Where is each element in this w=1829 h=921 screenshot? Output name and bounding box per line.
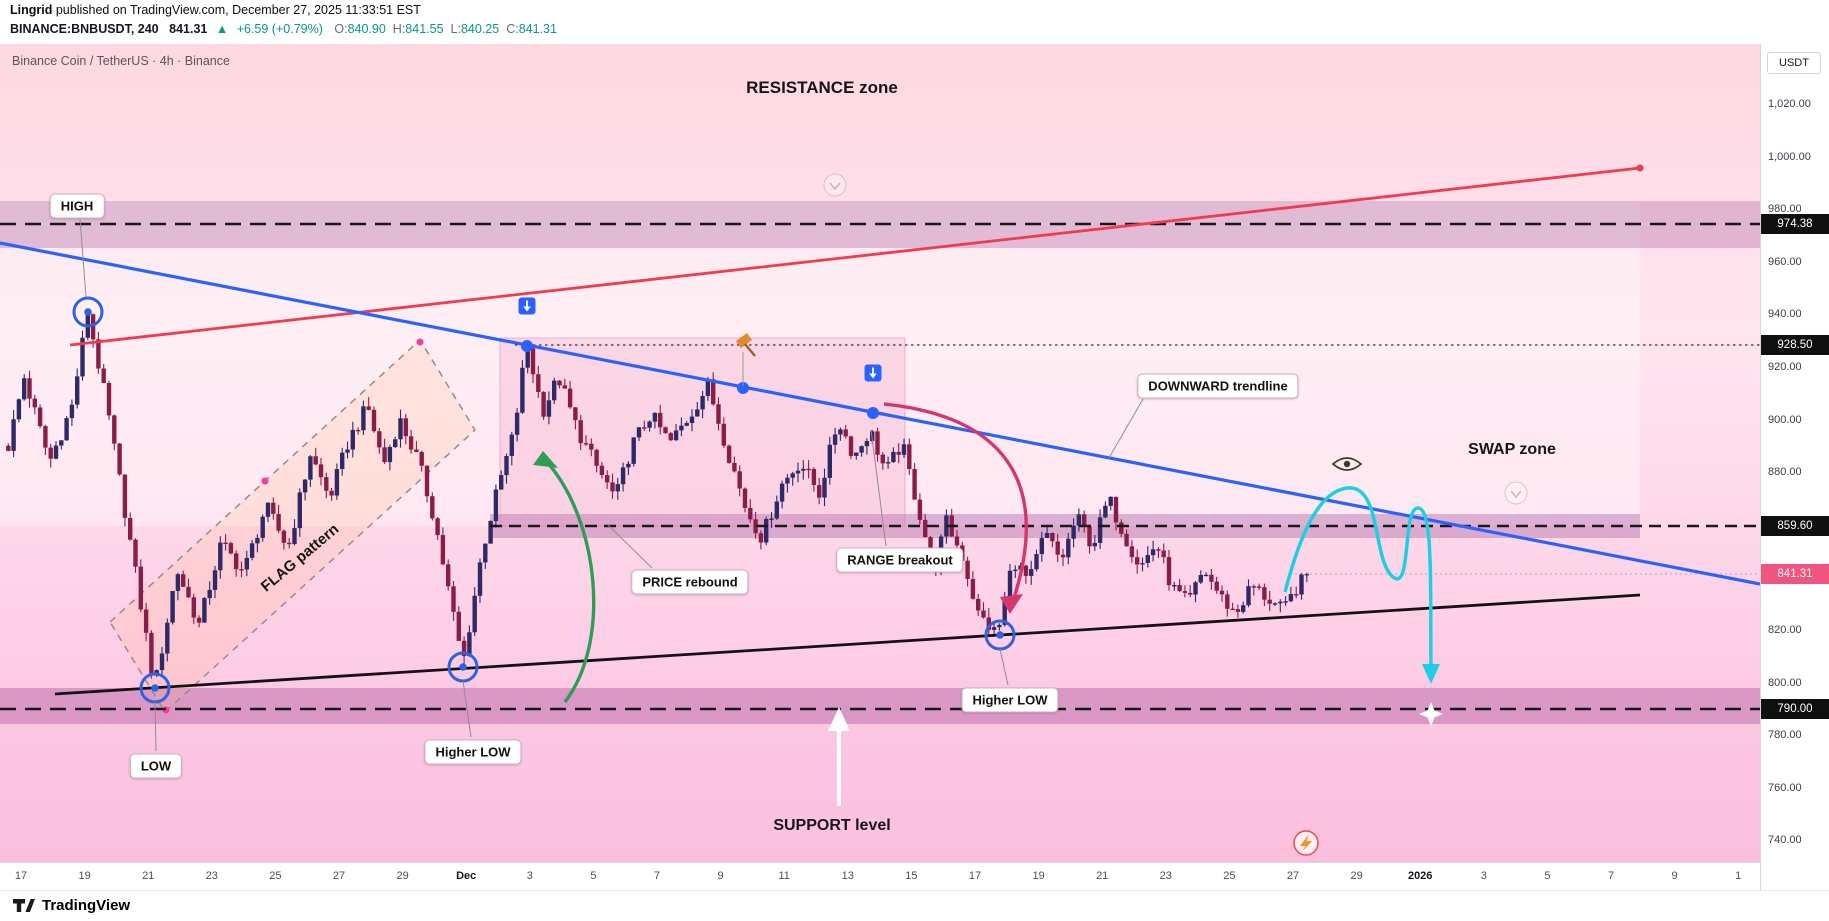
- publish-line: Lingrid published on TradingView.com, De…: [10, 3, 421, 17]
- level-price-label: 790.00: [1761, 698, 1829, 719]
- time-tick-label: 25: [1223, 870, 1236, 882]
- time-axis[interactable]: 17 19 21 23 25 27 29 Dec 3 5 7 9 11 13 15 17 19 21 23 25 27 2…: [0, 862, 1760, 891]
- chart-watermark: Binance Coin / TetherUS · 4h · Binance: [12, 54, 230, 68]
- higher-low-label-1[interactable]: Higher LOW: [424, 739, 522, 765]
- symbol-name: BINANCE:BNBUSDT, 240: [10, 22, 159, 36]
- tradingview-logo-icon: [13, 899, 35, 912]
- time-tick-label: 3: [526, 870, 533, 882]
- price-tick-label: 980.00: [1768, 203, 1802, 216]
- higher-low-label-2[interactable]: Higher LOW: [961, 687, 1059, 713]
- time-tick-label: Dec: [456, 870, 477, 882]
- resistance-zone-text[interactable]: RESISTANCE zone: [746, 78, 898, 97]
- time-tick-label: 27: [332, 870, 346, 882]
- time-tick-label: 9: [717, 870, 724, 882]
- ohlc-value: 841.55: [405, 22, 444, 36]
- price-tick-label: 1,000.00: [1768, 150, 1811, 163]
- price-tick-label: 820.00: [1768, 624, 1802, 636]
- ohlc-key: L:: [450, 22, 461, 36]
- ohlc-value: 840.25: [460, 22, 500, 36]
- time-tick-label: 7: [653, 870, 661, 882]
- time-tick-label: 3: [1480, 870, 1487, 882]
- last-price: 841.31: [169, 22, 208, 36]
- price-tick-label: 1,020.00: [1768, 98, 1811, 110]
- swap-zone-text[interactable]: SWAP zone: [1468, 441, 1556, 458]
- time-tick-label: 29: [396, 870, 409, 882]
- price-tick-label: 940.00: [1768, 308, 1802, 321]
- price-tick-label: 920.00: [1768, 361, 1802, 373]
- price-unit-badge: USDT: [1767, 52, 1821, 74]
- time-tick-label: 19: [78, 870, 91, 882]
- time-tick-label: 15: [905, 870, 918, 882]
- publish-info: published on TradingView.com, December 2…: [55, 3, 421, 17]
- ohlc-value: 841.31: [518, 22, 557, 36]
- time-tick-label: 23: [1159, 870, 1172, 882]
- level-price-label: 859.60: [1761, 515, 1829, 536]
- current-price-label: 841.31: [1761, 563, 1829, 584]
- tradingview-logo[interactable]: TradingView: [12, 897, 130, 914]
- support-level-text[interactable]: SUPPORT level: [773, 817, 891, 834]
- time-tick-label: 1: [1735, 870, 1742, 882]
- price-tick-label: 760.00: [1768, 781, 1802, 794]
- price-tick-label: 780.00: [1768, 729, 1802, 742]
- time-tick-label: 2026: [1407, 870, 1433, 882]
- high-label[interactable]: HIGH: [49, 193, 105, 219]
- ohlc-key: O:: [334, 22, 348, 36]
- range-breakout-label[interactable]: RANGE breakout: [836, 547, 964, 573]
- time-tick-label: 27: [1286, 870, 1300, 882]
- price-tick-label: 740.00: [1768, 834, 1802, 847]
- symbol-line: BINANCE:BNBUSDT, 240 841.31 ▲ +6.59 (+0.…: [10, 22, 564, 36]
- ohlc-values: O:840.90 H:841.55 L:840.25 C:841.31: [334, 22, 564, 36]
- time-tick-label: 7: [1607, 870, 1615, 882]
- level-price-label: 928.50: [1761, 334, 1829, 355]
- footer-bar: TradingView: [0, 890, 1829, 921]
- time-tick-label: 17: [968, 870, 982, 882]
- time-tick-label: 5: [590, 870, 597, 882]
- time-tick-label: 17: [14, 870, 28, 882]
- time-tick-label: 23: [205, 870, 218, 882]
- chart-header: Lingrid published on TradingView.com, De…: [0, 0, 1829, 44]
- price-scale[interactable]: USDT 1,020.00 1,000.00 980.00 960.00 940.00 9…: [1760, 44, 1829, 890]
- price-tick-label: 800.00: [1768, 676, 1802, 689]
- ohlc-key: H:: [392, 22, 406, 36]
- ohlc-key: C:: [506, 22, 519, 36]
- time-tick-label: 19: [1032, 870, 1045, 882]
- price-tick-label: 900.00: [1768, 413, 1802, 426]
- low-label[interactable]: LOW: [129, 753, 183, 779]
- author-name: Lingrid: [10, 3, 53, 17]
- time-tick-label: 29: [1350, 870, 1363, 882]
- time-tick-label: 13: [841, 870, 854, 882]
- downward-trendline-label[interactable]: DOWNWARD trendline: [1137, 373, 1299, 399]
- level-price-label: 974.38: [1761, 213, 1829, 234]
- price-change: +6.59 (+0.79%): [236, 22, 323, 36]
- change-arrow-icon: ▲: [215, 22, 229, 36]
- time-tick-label: 21: [142, 870, 155, 882]
- time-tick-label: 25: [269, 870, 282, 882]
- time-tick-label: 21: [1096, 870, 1109, 882]
- time-tick-label: 11: [778, 870, 790, 882]
- time-tick-label: 9: [1671, 870, 1678, 882]
- price-tick-label: 880.00: [1768, 466, 1802, 479]
- price-rebound-label[interactable]: PRICE rebound: [631, 569, 749, 595]
- time-tick-label: 5: [1544, 870, 1551, 882]
- ohlc-value: 840.90: [347, 22, 386, 36]
- price-tick-label: 960.00: [1768, 255, 1802, 268]
- tradingview-logo-text: TradingView: [42, 897, 131, 914]
